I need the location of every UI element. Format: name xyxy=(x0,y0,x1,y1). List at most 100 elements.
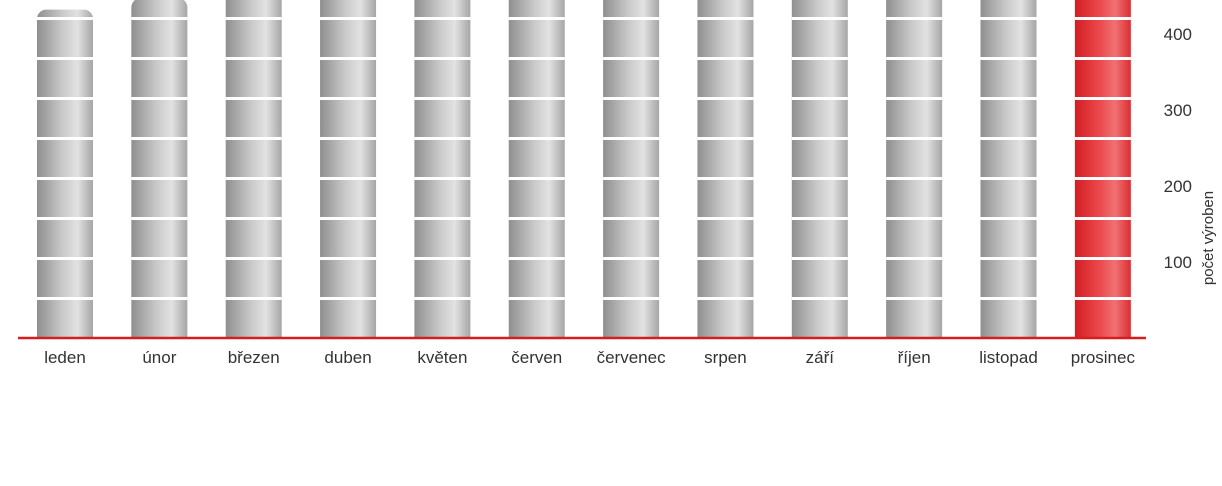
bar-band xyxy=(791,257,848,260)
bar-band xyxy=(37,17,93,20)
bar-band xyxy=(320,257,377,260)
bar-prosinec xyxy=(1074,0,1131,348)
bar-band xyxy=(980,177,1037,180)
bar-band xyxy=(37,177,93,180)
bar-band xyxy=(886,297,943,300)
bar-band xyxy=(225,137,282,140)
bar-band xyxy=(225,97,282,100)
category-label-listopad: listopad xyxy=(979,348,1038,367)
bar-band xyxy=(603,137,660,140)
bar-band xyxy=(1074,97,1131,100)
bar-band xyxy=(508,137,565,140)
bar-band xyxy=(697,17,754,20)
y-axis-title: počet výroben xyxy=(1200,191,1217,285)
bar-band xyxy=(414,57,471,60)
bar-band xyxy=(603,177,660,180)
category-label-leden: leden xyxy=(44,348,86,367)
bar-band xyxy=(320,57,377,60)
bar-band xyxy=(131,97,188,100)
bar-band xyxy=(980,97,1037,100)
bar-band xyxy=(980,17,1037,20)
bar-body xyxy=(508,0,565,348)
bar-band xyxy=(225,297,282,300)
y-tick-100: 100 xyxy=(1164,253,1192,272)
bar-band xyxy=(225,257,282,260)
bar-band xyxy=(1074,137,1131,140)
category-label-červen: červen xyxy=(511,348,562,367)
bar-band xyxy=(697,257,754,260)
bar-band xyxy=(886,97,943,100)
bar-band xyxy=(980,257,1037,260)
bar-band xyxy=(603,97,660,100)
bar-band xyxy=(886,217,943,220)
bar-body xyxy=(1074,0,1131,348)
bar-band xyxy=(603,257,660,260)
bar-band xyxy=(1074,217,1131,220)
bar-band xyxy=(414,97,471,100)
bar-band xyxy=(791,217,848,220)
y-axis-ticks: 100200300400500 xyxy=(1164,25,1192,272)
bar-band xyxy=(1074,177,1131,180)
bar-band xyxy=(791,17,848,20)
bar-band xyxy=(508,297,565,300)
bar-band xyxy=(131,217,188,220)
bar-band xyxy=(886,57,943,60)
bar-band xyxy=(37,257,93,260)
bar-band xyxy=(508,177,565,180)
bar-body xyxy=(225,0,282,348)
bar-červenec xyxy=(603,0,660,348)
bar-band xyxy=(414,217,471,220)
bar-band xyxy=(508,57,565,60)
bar-body xyxy=(697,0,754,348)
bar-band xyxy=(980,137,1037,140)
bar-band xyxy=(225,57,282,60)
bar-band xyxy=(320,217,377,220)
bar-band xyxy=(980,57,1037,60)
bar-červen xyxy=(508,0,565,348)
bar-únor xyxy=(131,0,188,348)
bar-band xyxy=(791,177,848,180)
bars-group xyxy=(0,0,1160,350)
bar-band xyxy=(131,57,188,60)
bar-body xyxy=(980,0,1037,348)
category-label-duben: duben xyxy=(324,348,371,367)
category-label-říjen: říjen xyxy=(898,348,931,367)
bar-band xyxy=(414,297,471,300)
bar-band xyxy=(508,257,565,260)
bar-band xyxy=(1074,257,1131,260)
bar-band xyxy=(603,297,660,300)
bar-březen xyxy=(225,0,282,348)
bar-květen xyxy=(414,0,471,348)
bar-band xyxy=(697,57,754,60)
baseline-mask xyxy=(0,338,1160,350)
bar-band xyxy=(414,17,471,20)
bar-band xyxy=(414,137,471,140)
bar-band xyxy=(225,177,282,180)
bar-band xyxy=(791,137,848,140)
bar-band xyxy=(320,137,377,140)
bar-body xyxy=(603,0,660,348)
bar-band xyxy=(791,297,848,300)
bar-band xyxy=(414,177,471,180)
bar-band xyxy=(886,137,943,140)
bar-leden xyxy=(37,9,93,349)
bar-band xyxy=(603,17,660,20)
bar-band xyxy=(508,97,565,100)
bar-band xyxy=(886,17,943,20)
bar-band xyxy=(37,297,93,300)
category-label-srpen: srpen xyxy=(704,348,747,367)
bar-band xyxy=(37,57,93,60)
bar-band xyxy=(697,177,754,180)
bar-body xyxy=(886,0,943,348)
bar-band xyxy=(603,57,660,60)
bar-band xyxy=(37,217,93,220)
bar-band xyxy=(37,137,93,140)
category-label-březen: březen xyxy=(228,348,280,367)
bar-duben xyxy=(320,0,377,348)
bar-band xyxy=(320,17,377,20)
bar-band xyxy=(791,57,848,60)
bar-band xyxy=(697,217,754,220)
bar-band xyxy=(131,177,188,180)
bar-band xyxy=(1074,57,1131,60)
